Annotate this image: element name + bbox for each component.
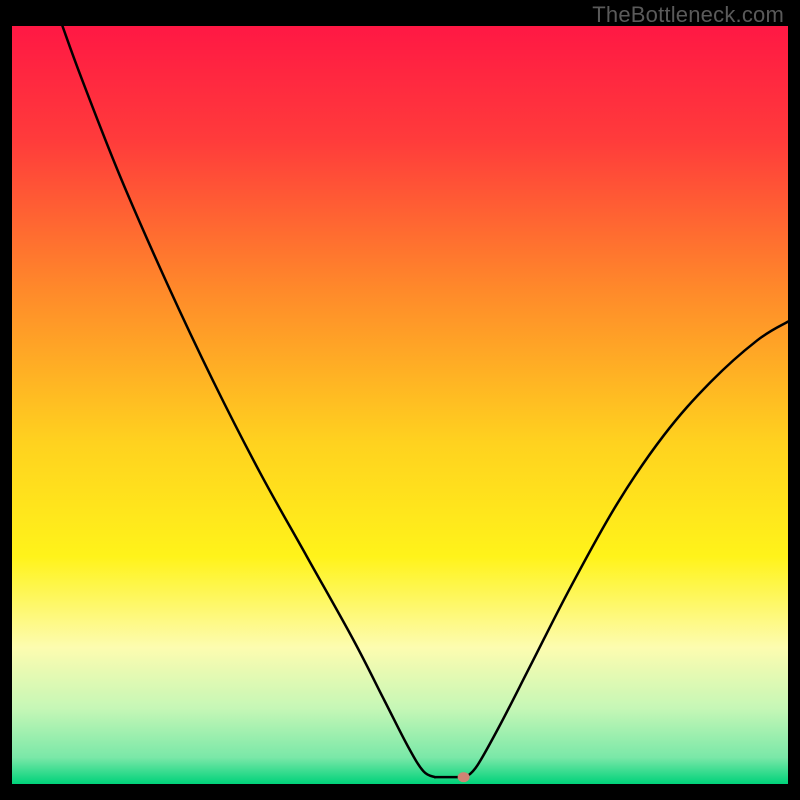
chart-background bbox=[12, 26, 788, 784]
watermark-text: TheBottleneck.com bbox=[592, 2, 784, 28]
optimal-point-marker bbox=[458, 772, 470, 782]
chart-plot-area bbox=[12, 26, 788, 784]
chart-svg bbox=[12, 26, 788, 784]
